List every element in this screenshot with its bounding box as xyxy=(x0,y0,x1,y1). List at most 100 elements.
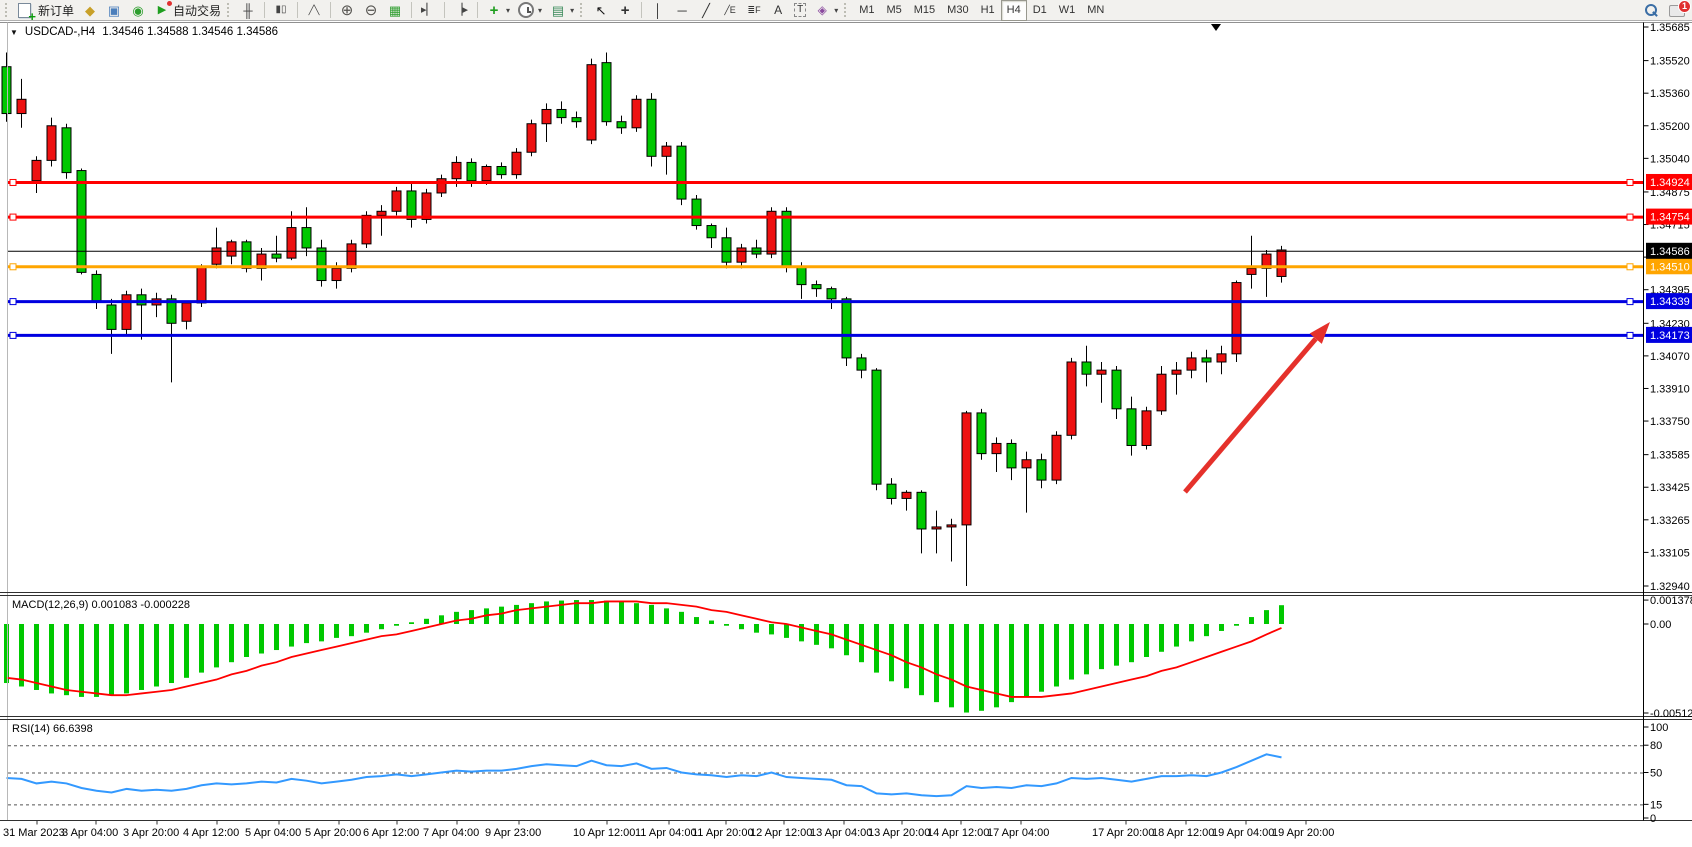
macd-bar xyxy=(169,624,174,684)
price-tick-label: 1.35520 xyxy=(1650,56,1690,68)
fibonacci-button[interactable]: ≣F xyxy=(742,0,766,21)
time-tick-label: 19 Apr 04:00 xyxy=(1212,827,1274,839)
macd-bar xyxy=(694,617,699,624)
templates-button[interactable]: ▤ ▾ xyxy=(546,0,578,21)
auto-scroll-icon: ▸▏ xyxy=(421,3,436,16)
horizontal-line-1.34754[interactable] xyxy=(8,213,1644,221)
timeframe-m5-button[interactable]: M5 xyxy=(880,0,907,21)
line-chart-button[interactable]: ╱╲ xyxy=(302,0,326,21)
vertical-line-button[interactable]: │ xyxy=(646,0,670,21)
candle xyxy=(946,524,957,528)
crosshair-button[interactable]: + xyxy=(613,0,637,21)
auto-scroll-button[interactable]: ▸▏ xyxy=(416,0,440,21)
macd-bar xyxy=(94,624,99,697)
macd-bar xyxy=(1054,624,1059,687)
horizontal-line-1.34173[interactable] xyxy=(8,331,1644,339)
line-handle[interactable] xyxy=(9,331,17,339)
shift-marker-icon[interactable] xyxy=(1211,24,1221,31)
macd-bar xyxy=(754,624,759,633)
timeframe-mn-button[interactable]: MN xyxy=(1081,0,1110,21)
macd-bar xyxy=(664,608,669,624)
macd-bar xyxy=(964,624,969,713)
macd-bar xyxy=(1099,624,1104,670)
rsi-tick-label: 0 xyxy=(1650,813,1656,825)
line-handle[interactable] xyxy=(9,178,17,186)
profiles-button[interactable]: ▣ xyxy=(102,0,126,21)
trend-arrow-annotation[interactable] xyxy=(1183,322,1330,494)
line-handle[interactable] xyxy=(9,263,17,271)
timeframe-m30-button[interactable]: M30 xyxy=(941,0,974,21)
toolbar-grip xyxy=(844,3,849,17)
timeframe-m1-button[interactable]: M1 xyxy=(853,0,880,21)
macd-bar xyxy=(709,620,714,624)
new-chart-button[interactable]: ◆ xyxy=(78,0,102,21)
candle xyxy=(331,267,342,282)
chart-shift-button[interactable]: ▕▸ xyxy=(449,0,473,21)
arrow-objects-icon: ◈ xyxy=(817,3,827,17)
timeframe-w1-button[interactable]: W1 xyxy=(1053,0,1082,21)
candlestick-series[interactable] xyxy=(1,52,1287,586)
search-icon xyxy=(1645,4,1657,16)
timeframe-m15-button[interactable]: M15 xyxy=(908,0,941,21)
macd-bar xyxy=(109,624,114,696)
candlestick-chart-button[interactable]: ▮▯ xyxy=(269,0,293,21)
line-handle[interactable] xyxy=(9,213,17,221)
trendline-button[interactable]: ╱ xyxy=(694,0,718,21)
candle xyxy=(1066,361,1077,436)
template-icon: ▤ xyxy=(551,2,565,18)
chat-button[interactable]: 1 xyxy=(1665,0,1691,21)
line-handle[interactable] xyxy=(1626,178,1634,186)
candle xyxy=(1126,408,1137,446)
candle xyxy=(436,178,447,194)
arrows-button[interactable]: ◈ ▾ xyxy=(810,0,842,21)
text-button[interactable]: A xyxy=(766,0,790,21)
line-handle[interactable] xyxy=(1626,213,1634,221)
timeframe-w1-button-label: W1 xyxy=(1058,4,1076,16)
bar-chart-button[interactable]: ╫ xyxy=(236,0,260,21)
time-tick-label: 9 Apr 23:00 xyxy=(485,827,541,839)
tile-windows-button[interactable]: ▦ xyxy=(383,0,407,21)
line-handle[interactable] xyxy=(1626,263,1634,271)
horizontal-line-1.34339[interactable] xyxy=(8,298,1644,306)
macd-bar xyxy=(439,615,444,624)
signal-alert-button[interactable]: ◉ xyxy=(126,0,150,21)
toolbar-grip xyxy=(580,3,585,17)
cursor-icon: ↖ xyxy=(595,2,607,18)
zoom-out-button[interactable]: ⊖ xyxy=(359,0,383,21)
timeframe-h1-button[interactable]: H1 xyxy=(975,0,1001,21)
toolbar-grip xyxy=(227,3,232,17)
chart-plot-area[interactable]: 1.356851.355201.353601.352001.350401.348… xyxy=(0,21,1692,847)
time-tick-label: 5 Apr 04:00 xyxy=(245,827,301,839)
candle xyxy=(16,98,27,115)
horizontal-line-1.34924[interactable] xyxy=(8,178,1644,186)
line-handle[interactable] xyxy=(1626,298,1634,306)
text-label-button[interactable]: T xyxy=(790,0,810,21)
new-order-button[interactable]: 新订单 xyxy=(14,0,78,23)
macd-bar xyxy=(1279,605,1284,624)
zoom-in-button[interactable]: ⊕ xyxy=(335,0,359,21)
indicators-button[interactable]: + ▾ xyxy=(482,0,514,21)
cursor-button[interactable]: ↖ xyxy=(589,0,613,21)
macd-bar xyxy=(1009,624,1014,703)
horizontal-line-button[interactable]: ─ xyxy=(670,0,694,21)
line-handle[interactable] xyxy=(9,298,17,306)
timeframe-d1-button[interactable]: D1 xyxy=(1027,0,1053,21)
macd-bar xyxy=(1084,624,1089,675)
line-price-label: 1.34924 xyxy=(1646,173,1692,190)
collapse-arrow-icon[interactable]: ▼ xyxy=(10,27,18,37)
line-handle[interactable] xyxy=(1626,331,1634,339)
periods-button[interactable]: ▾ xyxy=(514,0,546,21)
candle xyxy=(451,161,462,180)
search-button[interactable] xyxy=(1641,0,1665,21)
candle xyxy=(511,151,522,176)
candle xyxy=(1156,373,1167,412)
svg-text:1.34754: 1.34754 xyxy=(1650,212,1690,224)
timeframe-h4-button[interactable]: H4 xyxy=(1000,0,1027,21)
rsi-tick-label: 15 xyxy=(1650,799,1662,811)
channel-button[interactable]: ╱E xyxy=(718,0,742,21)
price-tick-label: 1.33750 xyxy=(1650,416,1690,428)
horizontal-line-1.34510[interactable] xyxy=(8,263,1644,271)
auto-trading-button[interactable]: ▶ 自动交易 xyxy=(150,0,225,21)
toolbar-separator xyxy=(444,2,446,18)
candle xyxy=(796,265,807,286)
